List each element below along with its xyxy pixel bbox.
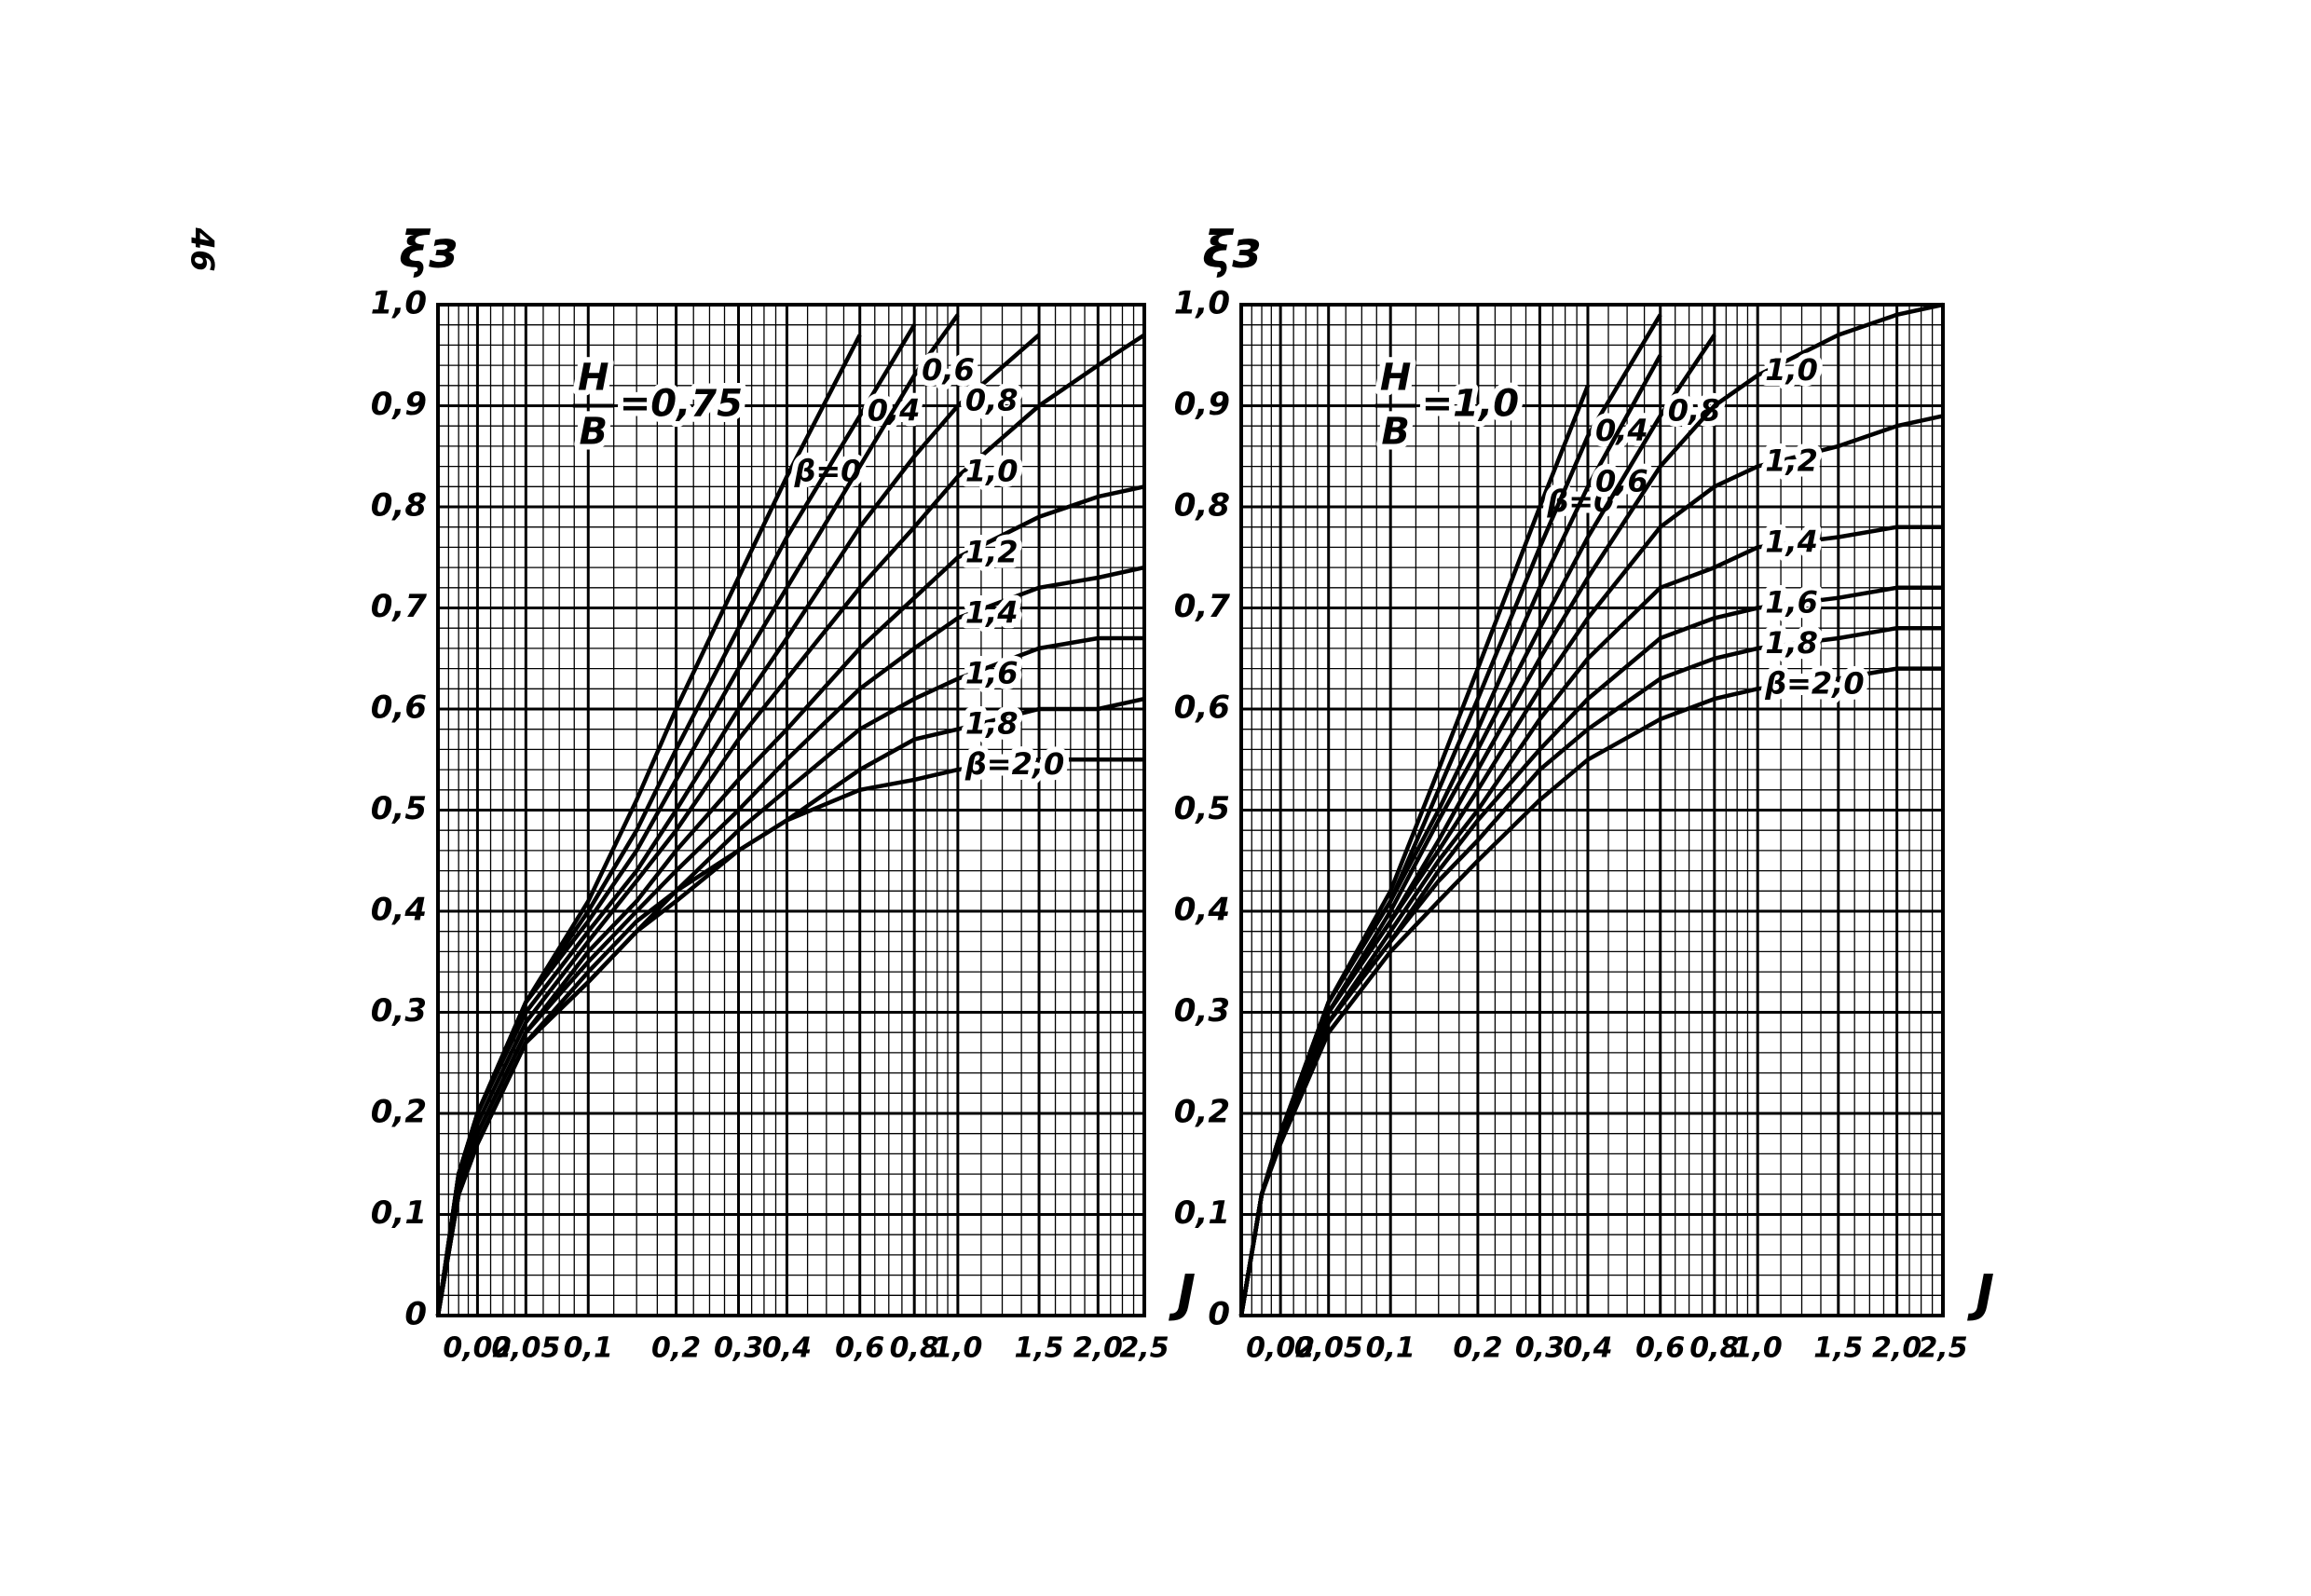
y-tick-label: 0,5 [1174, 790, 1230, 827]
series-label: 1,2 [1765, 443, 1818, 479]
series-line [435, 757, 1144, 1316]
x-tick-label: 1,0 [1733, 1332, 1783, 1365]
x-tick-label: 2,5 [1918, 1332, 1967, 1365]
series-line [1238, 666, 1943, 1316]
y-tick-label: 0,6 [1174, 689, 1230, 727]
series-line [435, 333, 1041, 1316]
y-tick-label: 0,7 [1174, 588, 1231, 625]
y-tick-label: 0,7 [371, 588, 428, 625]
series-label: 1,6 [965, 655, 1019, 690]
series-label: 1,4 [1765, 524, 1818, 559]
series-line [1238, 625, 1943, 1316]
chart-panel: 00,10,20,30,40,50,60,70,80,91,00,020,05 0… [1174, 221, 1994, 1365]
y-tick-label: 0 [1208, 1296, 1230, 1333]
series-label: 1,0 [965, 453, 1019, 488]
x-tick-label: 1,5 [1014, 1332, 1063, 1365]
series-label: 1,8 [1765, 625, 1818, 661]
y-tick-label: 0,2 [371, 1094, 427, 1131]
y-tick-label: 0,5 [371, 790, 427, 827]
annotation-denominator: B [1381, 411, 1410, 454]
x-tick-label: 1,5 [1813, 1332, 1863, 1365]
series-label: 1,0 [1765, 352, 1818, 388]
page-number: 46 [184, 226, 221, 271]
x-tick-label: 0,1 [1366, 1332, 1415, 1365]
x-tick-label: 0,4 [762, 1332, 812, 1365]
y-tick-label: 0,3 [1174, 992, 1230, 1030]
x-tick-label: 0,3 [1515, 1332, 1565, 1365]
x-tick-label: 0,8 [1689, 1332, 1739, 1365]
x-tick-label: 0,2 [651, 1332, 701, 1365]
y-tick-label: 0,9 [371, 386, 427, 423]
series-label: 1,2 [965, 534, 1019, 569]
annotation-numerator: H [578, 357, 609, 400]
x-tick-label: 2,0 [1872, 1332, 1921, 1365]
y-tick-label: 0,4 [1174, 892, 1230, 929]
series-line [435, 333, 1146, 1316]
y-tick-label: 0,1 [1174, 1194, 1230, 1232]
series-label: 0,8 [965, 383, 1019, 418]
chart-panel: 00,10,20,30,40,50,60,70,80,91,00,020,05 0… [371, 221, 1196, 1365]
y-tick-label: 0,2 [1174, 1094, 1230, 1131]
y-axis-label: ξз [399, 221, 458, 280]
y-tick-label: 0,3 [371, 992, 427, 1030]
y-tick-label: 0,8 [1174, 487, 1230, 525]
x-tick-label: 0,02 [1246, 1332, 1315, 1365]
series-label: 1,6 [1765, 585, 1818, 621]
y-axis-label: ξз [1202, 221, 1261, 280]
y-tick-label: 1,0 [371, 285, 427, 322]
x-tick-label: 0,05 [491, 1332, 560, 1365]
x-tick-label: 2,0 [1073, 1332, 1123, 1365]
y-tick-label: 0,4 [371, 892, 427, 929]
series-line [435, 565, 1145, 1316]
plot-frame [1239, 303, 1945, 1317]
x-tick-label: 0,02 [443, 1332, 512, 1365]
y-tick-label: 0 [404, 1296, 427, 1333]
series-label: β=2,0 [964, 746, 1064, 782]
y-tick-label: 0,9 [1174, 386, 1230, 423]
annotation-value: =1,0 [1422, 383, 1519, 426]
series-label: 0,6 [922, 352, 975, 388]
x-tick-label: 0,6 [1635, 1332, 1685, 1365]
y-tick-label: 0,8 [371, 487, 427, 525]
x-tick-label: 0,4 [1563, 1332, 1612, 1365]
series-label: 1,8 [965, 706, 1019, 742]
x-tick-label: 0,8 [890, 1332, 939, 1365]
x-tick-label: 0,2 [1453, 1332, 1502, 1365]
x-tick-label: 0,05 [1294, 1332, 1363, 1365]
annotation-value: =0,75 [620, 383, 743, 426]
x-tick-label: 0,6 [835, 1332, 884, 1365]
series-label: 1,4 [965, 594, 1019, 630]
y-tick-label: 0,1 [371, 1194, 427, 1232]
annotation-denominator: B [580, 411, 609, 454]
x-tick-label: 0,3 [714, 1332, 763, 1365]
y-tick-label: 1,0 [1174, 285, 1230, 322]
plot-frame [436, 303, 1146, 1317]
y-tick-label: 0,6 [371, 689, 427, 727]
annotation-numerator: H [1380, 357, 1411, 400]
x-tick-label: 0,1 [564, 1332, 613, 1365]
series-label: 0,4 [1595, 413, 1648, 448]
x-tick-label: 2,5 [1119, 1332, 1169, 1365]
x-tick-label: 1,0 [933, 1332, 982, 1365]
series-label: β=2,0 [1764, 665, 1864, 701]
